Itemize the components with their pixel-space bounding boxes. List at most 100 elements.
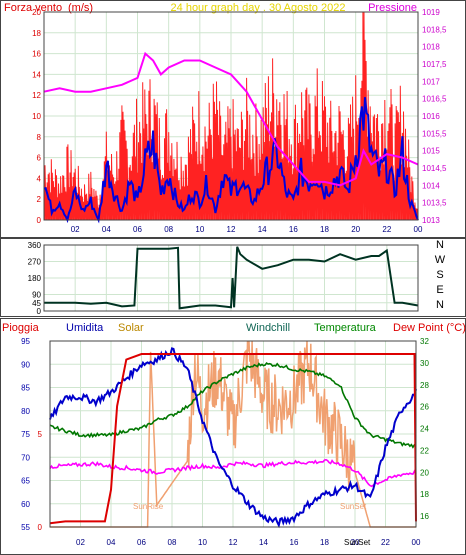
- mid-y-tick: 180: [28, 274, 42, 283]
- bottom-x-tick: 14: [259, 538, 268, 547]
- compass-label: N: [436, 239, 444, 251]
- bottom-y-right-tick: 22: [420, 446, 429, 455]
- bottom-axes: 02 04 06 08 10 12 14 16 18 20 22 00 55 60 65 70 75 80 85 90…: [21, 337, 429, 547]
- top-y-left-tick: 2: [37, 195, 42, 204]
- sunset-axis-label: SunSet: [344, 538, 371, 547]
- bottom-x-tick: 20: [351, 538, 360, 547]
- bottom-x-tick: 08: [168, 538, 177, 547]
- bottom-y-right-tick: 32: [420, 337, 429, 346]
- bottom-y-mid-tick: 70: [21, 453, 30, 462]
- bottom-x-tick: 02: [76, 538, 85, 547]
- top-y-left-tick: 10: [32, 112, 41, 121]
- bottom-x-tick: 04: [107, 538, 116, 547]
- top-x-tick: 20: [351, 225, 360, 234]
- top-y-right-tick: 1017: [422, 77, 440, 86]
- top-x-tick: 02: [71, 225, 80, 234]
- bottom-y-mid-tick: 55: [21, 523, 30, 532]
- top-plot-frame: [43, 11, 419, 221]
- bottom-x-tick: 10: [198, 538, 207, 547]
- bottom-y-mid-tick: 65: [21, 477, 30, 486]
- mid-plot-frame: [43, 244, 419, 312]
- pressure-line: [43, 51, 419, 187]
- top-y-left-tick: 18: [32, 29, 41, 38]
- bottom-y-left-tick: 5: [38, 430, 43, 439]
- bottom-y-right-tick: 18: [420, 490, 429, 499]
- top-left-title: Forza vento: [4, 2, 62, 14]
- top-left-unit: (m/s): [68, 2, 93, 14]
- bottom-x-tick: 06: [137, 538, 146, 547]
- top-x-tick: 04: [102, 225, 111, 234]
- top-y-right-tick: 1014: [422, 181, 440, 190]
- compass-label: N: [436, 299, 444, 311]
- sunrise-label: SunRise: [133, 502, 164, 511]
- top-y-right-tick: 1016: [422, 112, 440, 121]
- legend-windchill: Windchill: [246, 322, 290, 334]
- sunset-label: SunSet: [340, 502, 367, 511]
- bottom-y-mid-tick: 80: [21, 407, 30, 416]
- wind-speed-line: [43, 11, 419, 221]
- top-x-tick: 10: [195, 225, 204, 234]
- bottom-y-right-tick: 24: [420, 425, 429, 434]
- legend-temperatura: Temperatura: [314, 322, 377, 334]
- wind-direction-line: [44, 246, 419, 310]
- mid-y-tick: 45: [32, 299, 41, 308]
- mid-y-tick: 270: [28, 258, 42, 267]
- dewpoint-line: [49, 458, 417, 488]
- top-x-tick: 22: [382, 225, 391, 234]
- top-y-right-tick: 1015: [422, 147, 440, 156]
- top-y-left-tick: 16: [32, 50, 41, 59]
- bottom-y-right-tick: 30: [420, 359, 429, 368]
- rain-line: [49, 353, 417, 525]
- legend-solar: Solar: [118, 322, 144, 334]
- top-x-tick: 00: [414, 225, 423, 234]
- compass-label: W: [435, 254, 446, 266]
- top-y-right-tick: 1018,5: [422, 25, 447, 34]
- bottom-y-right-tick: 16: [420, 512, 429, 521]
- top-y-right-tick: 1015,5: [422, 129, 447, 138]
- top-y-left-tick: 6: [37, 154, 42, 163]
- top-y-left-tick: 14: [32, 70, 41, 79]
- bottom-x-tick: 22: [381, 538, 390, 547]
- bottom-x-tick: 00: [412, 538, 421, 547]
- top-y-right-tick: 1018: [422, 43, 440, 52]
- bottom-y-mid-tick: 90: [21, 360, 30, 369]
- mid-series: [44, 246, 419, 310]
- top-y-left-tick: 0: [37, 216, 42, 225]
- top-y-left-tick: 20: [32, 8, 41, 17]
- bottom-x-tick: 18: [320, 538, 329, 547]
- top-y-left-tick: 8: [37, 133, 42, 142]
- top-x-tick: 08: [164, 225, 173, 234]
- top-right-title: Pressione: [368, 2, 417, 14]
- legend-dewpoint: Dew Point (°C): [393, 322, 466, 334]
- bottom-y-mid-tick: 75: [21, 430, 30, 439]
- mid-y-tick: 0: [37, 307, 42, 316]
- wind-average-line: [43, 97, 419, 224]
- bottom-y-left-tick: 0: [38, 523, 43, 532]
- top-x-tick: 12: [227, 225, 236, 234]
- top-y-left-tick: 12: [32, 91, 41, 100]
- legend-pioggia: Pioggia: [2, 322, 40, 334]
- humidity-line: [49, 347, 417, 529]
- bottom-y-right-tick: 28: [420, 381, 429, 390]
- bottom-y-mid-tick: 95: [21, 337, 30, 346]
- bottom-y-right-tick: 26: [420, 403, 429, 412]
- mid-y-tick: 360: [28, 241, 42, 250]
- top-y-right-tick: 1019: [422, 8, 440, 17]
- compass-label: E: [436, 284, 443, 296]
- top-y-left-tick: 4: [37, 174, 42, 183]
- bottom-x-tick: 12: [229, 538, 238, 547]
- top-chart-title: 24 hour graph day . 30 Agosto 2022: [171, 2, 346, 14]
- top-y-right-tick: 1016,5: [422, 95, 447, 104]
- top-y-right-tick: 1013: [422, 216, 440, 225]
- top-x-tick: 14: [258, 225, 267, 234]
- top-x-tick: 16: [289, 225, 298, 234]
- top-y-right-tick: 1014,5: [422, 164, 447, 173]
- bottom-y-mid-tick: 85: [21, 384, 30, 393]
- top-x-tick: 18: [320, 225, 329, 234]
- top-x-tick: 06: [133, 225, 142, 234]
- bottom-y-right-tick: 20: [420, 468, 429, 477]
